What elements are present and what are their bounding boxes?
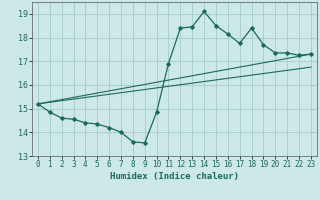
X-axis label: Humidex (Indice chaleur): Humidex (Indice chaleur) <box>110 172 239 181</box>
